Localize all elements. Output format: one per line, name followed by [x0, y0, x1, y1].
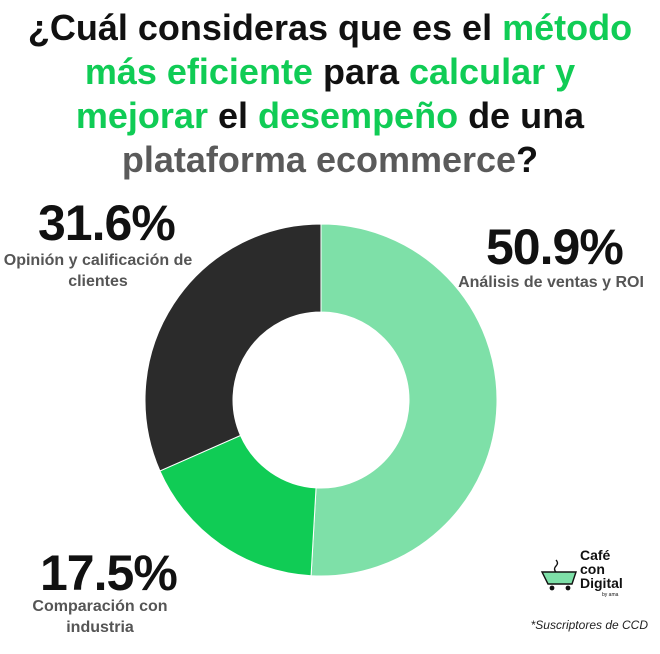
logo-line: Café: [580, 547, 611, 563]
value-label-comparacion: 17.5%: [40, 545, 178, 601]
logo-by: by ama: [602, 592, 619, 598]
legend-label-opinion: Opinión y calificación de clientes: [3, 252, 193, 290]
title-gray: plataforma ecommerce: [121, 139, 517, 180]
title-part: de una: [458, 95, 585, 136]
title-part: ¿Cuál consideras que es el: [27, 7, 503, 48]
footnote: *Suscriptores de CCD: [530, 618, 648, 632]
title-highlight: más eficiente: [84, 51, 313, 92]
shopping-cart-cup-icon: [540, 559, 577, 591]
title-part: ?: [516, 139, 539, 180]
logo-line: Digital: [580, 575, 623, 591]
slice-ventas: [310, 223, 498, 577]
title-part: el: [207, 95, 258, 136]
title-part: para: [312, 51, 410, 92]
legend-label-ventas: Análisis de ventas y ROI: [458, 274, 644, 291]
value-label-opinion: 31.6%: [38, 195, 176, 251]
logo-line: con: [580, 561, 605, 577]
title-highlight: mejorar: [75, 95, 208, 136]
title-highlight: calcular y: [409, 51, 576, 92]
value-label-ventas: 50.9%: [486, 219, 624, 275]
cafe-con-digital-logo: Café con Digital by ama: [540, 548, 630, 604]
title-highlight: desempeño: [258, 95, 459, 136]
chart-title: ¿Cuál consideras que es el método más ef…: [0, 6, 660, 182]
legend-label-comparacion: Comparación con industria: [32, 598, 168, 636]
title-highlight: método: [502, 7, 633, 48]
slice-opinion: [144, 223, 322, 472]
slice-comparacion: [159, 434, 317, 577]
logo-wordmark: Café con Digital: [580, 548, 623, 590]
